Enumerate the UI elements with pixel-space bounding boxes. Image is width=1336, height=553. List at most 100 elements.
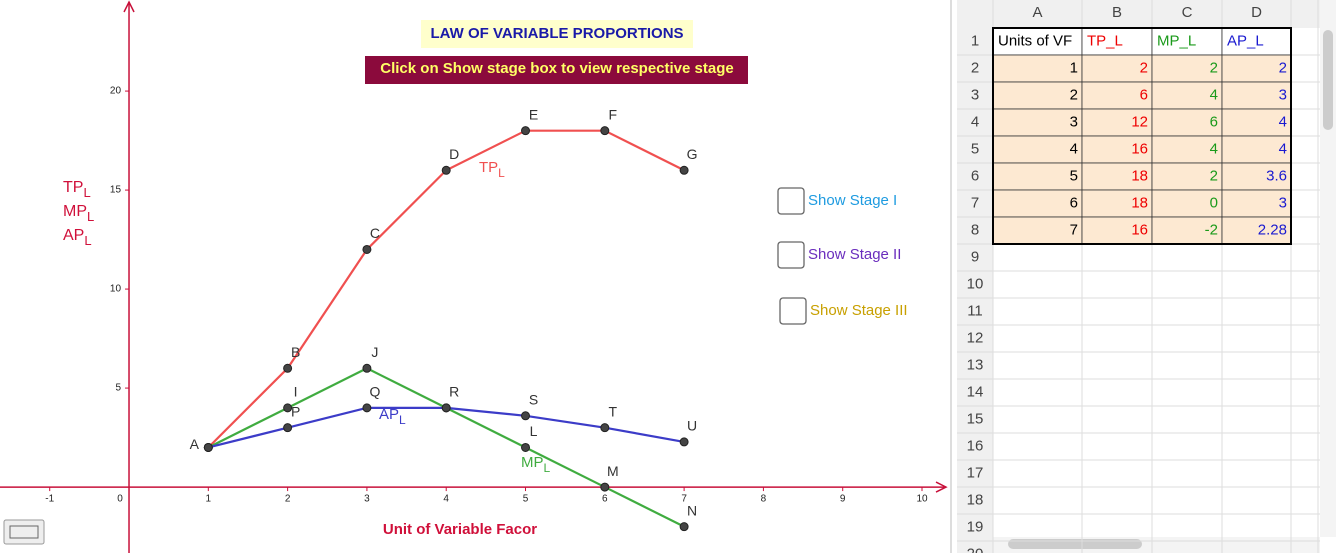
row-header: 4 — [971, 113, 979, 130]
point[interactable] — [283, 363, 293, 373]
point-label: F — [609, 106, 618, 122]
series-label-sub: L — [498, 166, 505, 180]
column-header: A — [1032, 4, 1042, 21]
y-tick-label: 10 — [110, 284, 122, 295]
y-axis-label-sub: L — [83, 185, 90, 200]
point-label: P — [291, 403, 300, 419]
vertical-scroll-thumb[interactable] — [1323, 30, 1333, 130]
y-axis-label-sub: L — [84, 233, 91, 248]
point-label: A — [190, 436, 200, 452]
point-label: L — [530, 423, 538, 439]
row-header: 10 — [967, 275, 984, 292]
point[interactable] — [362, 363, 372, 373]
point-label: I — [294, 384, 298, 400]
row-header: 15 — [967, 410, 984, 427]
point-label: Q — [369, 384, 380, 400]
point[interactable] — [600, 482, 610, 492]
y-tick-label: 5 — [115, 383, 121, 394]
cell-text: 2.28 — [1258, 221, 1287, 238]
series-label: APL — [379, 406, 406, 427]
subtitle: Click on Show stage box to view respecti… — [380, 60, 733, 77]
checkbox-label[interactable]: Show Stage I — [808, 192, 897, 209]
series-label: MPL — [521, 454, 551, 475]
point[interactable] — [203, 442, 213, 452]
point[interactable] — [441, 165, 451, 175]
checkbox[interactable] — [777, 187, 805, 215]
cell — [1081, 216, 1153, 245]
checkbox-label[interactable]: Show Stage III — [810, 302, 908, 319]
title: LAW OF VARIABLE PROPORTIONS — [430, 25, 683, 42]
point[interactable] — [362, 403, 372, 413]
point[interactable] — [679, 165, 689, 175]
x-axis-label: Unit of Variable Facor — [383, 521, 537, 538]
cell — [992, 54, 1083, 83]
checkbox-label[interactable]: Show Stage II — [808, 246, 901, 263]
checkbox[interactable] — [777, 241, 805, 269]
point-label: R — [449, 384, 459, 400]
x-tick-label: 6 — [602, 494, 608, 505]
point[interactable] — [679, 437, 689, 447]
point-label: T — [609, 403, 618, 419]
cell-text: 6 — [1140, 86, 1148, 103]
cell-text: Units of VF — [998, 32, 1072, 49]
cell-text: 4 — [1210, 140, 1218, 157]
cell — [1151, 54, 1223, 83]
x-tick-label: 4 — [443, 494, 449, 505]
x-tick-label: 3 — [364, 494, 370, 505]
cell — [1151, 27, 1223, 56]
point-label: S — [529, 391, 538, 407]
y-axis-label: MPL — [63, 203, 94, 224]
table-border — [992, 27, 1292, 245]
point-label: C — [370, 225, 380, 241]
cell — [1151, 81, 1223, 110]
checkbox[interactable] — [779, 297, 807, 325]
cell-text: TP_L — [1087, 32, 1123, 49]
x-tick-label: 5 — [523, 494, 529, 505]
point[interactable] — [679, 522, 689, 532]
row-header: 17 — [967, 464, 984, 481]
series-label-sub: L — [399, 413, 406, 427]
point[interactable] — [600, 126, 610, 136]
series-label-main: TP — [479, 159, 498, 176]
point[interactable] — [600, 423, 610, 433]
cell-text: -2 — [1205, 221, 1218, 238]
cell-text: 18 — [1131, 167, 1148, 184]
cell-text: 3 — [1070, 113, 1078, 130]
y-axis-label-sub: L — [87, 209, 94, 224]
y-tick-label: 20 — [110, 86, 122, 97]
cell-text: 2 — [1140, 59, 1148, 76]
x-axis-arrow — [935, 481, 948, 493]
cell-text: 4 — [1279, 140, 1287, 157]
row-header: 6 — [971, 167, 979, 184]
vertical-scrollbar[interactable] — [1320, 0, 1336, 537]
cell-text: 3 — [1279, 194, 1287, 211]
row-header: 2 — [971, 59, 979, 76]
cell-text: 16 — [1131, 140, 1148, 157]
cell-text: 7 — [1070, 221, 1078, 238]
point[interactable] — [521, 442, 531, 452]
point[interactable] — [283, 403, 293, 413]
column-header: B — [1112, 4, 1122, 21]
cell-text: 2 — [1070, 86, 1078, 103]
keyboard-icon[interactable] — [3, 519, 45, 545]
cell — [1221, 108, 1292, 137]
series-label-sub: L — [544, 461, 551, 475]
point[interactable] — [521, 126, 531, 136]
point[interactable] — [362, 244, 372, 254]
point[interactable] — [283, 423, 293, 433]
cell — [1221, 216, 1292, 245]
cell — [1151, 135, 1223, 164]
cell — [992, 108, 1083, 137]
point[interactable] — [521, 411, 531, 421]
cell-text: 4 — [1070, 140, 1078, 157]
cell — [1151, 108, 1223, 137]
point-label: G — [687, 146, 698, 162]
point-label: U — [687, 418, 697, 434]
point-label: B — [291, 344, 300, 360]
cell-text: MP_L — [1157, 32, 1196, 49]
row-header: 7 — [971, 194, 979, 211]
cell-text: 3.6 — [1266, 167, 1287, 184]
cell — [1221, 162, 1292, 191]
point[interactable] — [441, 403, 451, 413]
